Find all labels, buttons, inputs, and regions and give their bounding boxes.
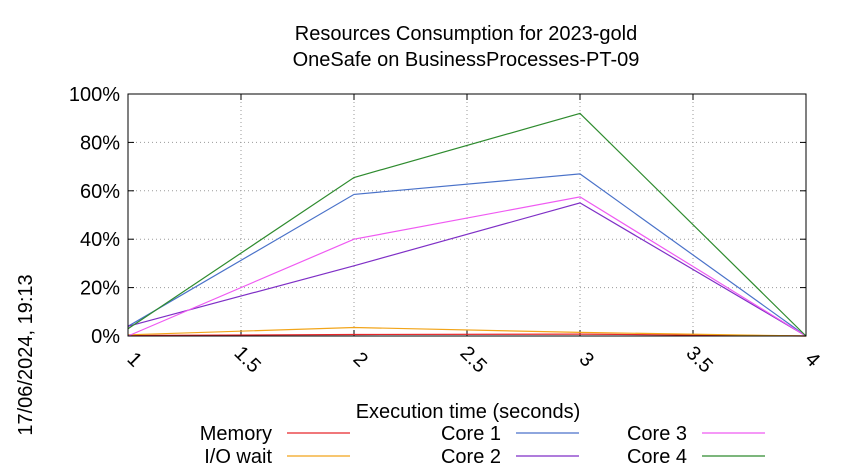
series-line-core-3 (127, 196, 807, 337)
data-series (127, 112, 807, 337)
x-tick-label: 3.5 (682, 342, 717, 377)
timestamp-label: 17/06/2024, 19:13 (15, 274, 37, 435)
y-tick-label: 0% (91, 326, 120, 348)
y-tick-label: 60% (80, 181, 120, 203)
plot-frame (127, 93, 807, 337)
x-tick-label: 2 (349, 348, 372, 371)
x-tick-label: 4 (801, 348, 824, 371)
series-line-memory (127, 333, 807, 337)
x-tick-label: 1 (123, 348, 146, 371)
chart-title: Resources Consumption for 2023-gold (295, 23, 637, 45)
series-line-core-4 (127, 112, 807, 337)
x-tick-label: 1.5 (230, 342, 265, 377)
y-tick-label: 20% (80, 278, 120, 300)
legend-label-i-o-wait: I/O wait (204, 446, 272, 468)
series-line-i-o-wait (127, 326, 807, 337)
x-axis-label: Execution time (seconds) (356, 401, 581, 423)
series-line-core-2 (127, 202, 807, 337)
y-tick-label: 80% (80, 132, 120, 154)
legend-label-core-1: Core 1 (441, 423, 501, 445)
x-tick-label: 3 (575, 348, 598, 371)
series-line-core-1 (127, 173, 807, 337)
y-tick-label: 100% (69, 84, 120, 106)
y-axis-ticks: 0% 20% 40% 60% 80% 100% (69, 84, 806, 348)
legend-label-core-4: Core 4 (627, 446, 687, 468)
x-tick-label: 2.5 (456, 342, 491, 377)
chart-subtitle: OneSafe on BusinessProcesses-PT-09 (293, 49, 640, 71)
grid-lines (128, 94, 806, 336)
legend-label-core-3: Core 3 (627, 423, 687, 445)
y-tick-label: 40% (80, 229, 120, 251)
legend-label-core-2: Core 2 (441, 446, 501, 468)
legend-label-memory: Memory (200, 423, 272, 445)
